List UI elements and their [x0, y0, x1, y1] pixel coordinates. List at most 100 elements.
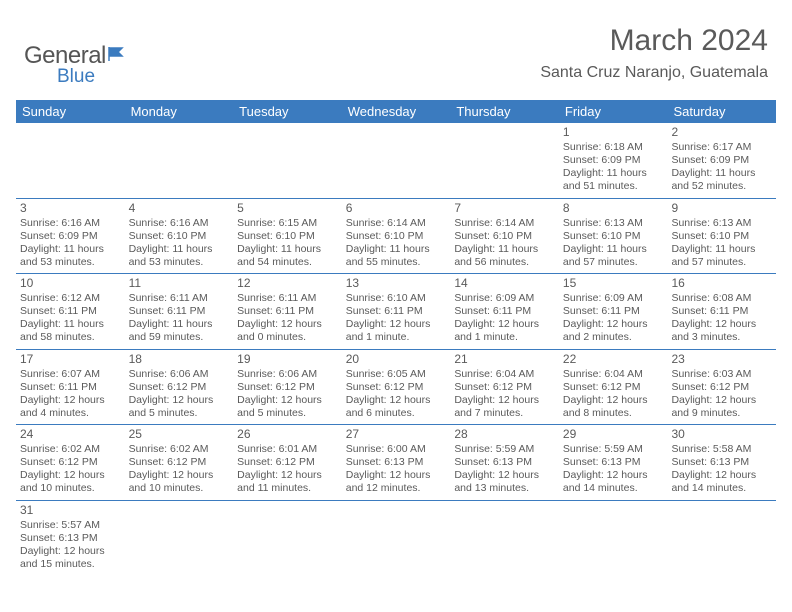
day-number: 2 [671, 125, 772, 140]
sunset-text: Sunset: 6:11 PM [563, 305, 664, 318]
title-block: March 2024 Santa Cruz Naranjo, Guatemala [540, 24, 768, 82]
calendar-cell: 18Sunrise: 6:06 AMSunset: 6:12 PMDayligh… [125, 350, 234, 425]
daylight-text: Daylight: 12 hours and 14 minutes. [563, 469, 664, 495]
sunset-text: Sunset: 6:13 PM [563, 456, 664, 469]
sunset-text: Sunset: 6:12 PM [346, 381, 447, 394]
sunrise-text: Sunrise: 6:08 AM [671, 292, 772, 305]
day-number: 15 [563, 276, 664, 291]
day-header-row: Sunday Monday Tuesday Wednesday Thursday… [16, 100, 776, 123]
flag-icon [108, 45, 130, 68]
calendar-cell: 26Sunrise: 6:01 AMSunset: 6:12 PMDayligh… [233, 425, 342, 500]
daylight-text: Daylight: 11 hours and 53 minutes. [20, 243, 121, 269]
sunset-text: Sunset: 6:10 PM [237, 230, 338, 243]
day-number: 21 [454, 352, 555, 367]
calendar-cell: 31Sunrise: 5:57 AMSunset: 6:13 PMDayligh… [16, 501, 125, 576]
sunset-text: Sunset: 6:12 PM [671, 381, 772, 394]
sunset-text: Sunset: 6:09 PM [20, 230, 121, 243]
daylight-text: Daylight: 11 hours and 59 minutes. [129, 318, 230, 344]
daylight-text: Daylight: 12 hours and 0 minutes. [237, 318, 338, 344]
calendar-cell: 6Sunrise: 6:14 AMSunset: 6:10 PMDaylight… [342, 199, 451, 274]
calendar-cell: 12Sunrise: 6:11 AMSunset: 6:11 PMDayligh… [233, 274, 342, 349]
daylight-text: Daylight: 12 hours and 8 minutes. [563, 394, 664, 420]
calendar-cell [233, 501, 342, 576]
week-row: 17Sunrise: 6:07 AMSunset: 6:11 PMDayligh… [16, 350, 776, 426]
calendar-cell [559, 501, 668, 576]
calendar: Sunday Monday Tuesday Wednesday Thursday… [16, 100, 776, 575]
sunset-text: Sunset: 6:12 PM [237, 381, 338, 394]
day-header: Wednesday [342, 100, 451, 123]
sunrise-text: Sunrise: 6:12 AM [20, 292, 121, 305]
sunset-text: Sunset: 6:12 PM [129, 456, 230, 469]
calendar-cell: 9Sunrise: 6:13 AMSunset: 6:10 PMDaylight… [667, 199, 776, 274]
calendar-cell [16, 123, 125, 198]
sunrise-text: Sunrise: 6:07 AM [20, 368, 121, 381]
day-number: 16 [671, 276, 772, 291]
daylight-text: Daylight: 11 hours and 54 minutes. [237, 243, 338, 269]
sunrise-text: Sunrise: 5:57 AM [20, 519, 121, 532]
sunrise-text: Sunrise: 5:59 AM [454, 443, 555, 456]
sunrise-text: Sunrise: 6:05 AM [346, 368, 447, 381]
daylight-text: Daylight: 12 hours and 12 minutes. [346, 469, 447, 495]
day-number: 30 [671, 427, 772, 442]
day-number: 24 [20, 427, 121, 442]
daylight-text: Daylight: 12 hours and 15 minutes. [20, 545, 121, 571]
sunrise-text: Sunrise: 6:17 AM [671, 141, 772, 154]
sunset-text: Sunset: 6:12 PM [129, 381, 230, 394]
calendar-cell: 13Sunrise: 6:10 AMSunset: 6:11 PMDayligh… [342, 274, 451, 349]
sunset-text: Sunset: 6:11 PM [20, 381, 121, 394]
sunset-text: Sunset: 6:10 PM [671, 230, 772, 243]
calendar-cell: 1Sunrise: 6:18 AMSunset: 6:09 PMDaylight… [559, 123, 668, 198]
calendar-cell [125, 123, 234, 198]
daylight-text: Daylight: 12 hours and 1 minute. [454, 318, 555, 344]
calendar-cell: 24Sunrise: 6:02 AMSunset: 6:12 PMDayligh… [16, 425, 125, 500]
day-number: 31 [20, 503, 121, 518]
daylight-text: Daylight: 12 hours and 3 minutes. [671, 318, 772, 344]
sunrise-text: Sunrise: 6:02 AM [129, 443, 230, 456]
sunrise-text: Sunrise: 6:04 AM [454, 368, 555, 381]
sunset-text: Sunset: 6:10 PM [563, 230, 664, 243]
sunrise-text: Sunrise: 6:03 AM [671, 368, 772, 381]
day-number: 6 [346, 201, 447, 216]
day-number: 14 [454, 276, 555, 291]
day-number: 22 [563, 352, 664, 367]
daylight-text: Daylight: 11 hours and 52 minutes. [671, 167, 772, 193]
day-number: 5 [237, 201, 338, 216]
sunset-text: Sunset: 6:11 PM [346, 305, 447, 318]
day-number: 1 [563, 125, 664, 140]
sunset-text: Sunset: 6:13 PM [346, 456, 447, 469]
calendar-cell: 3Sunrise: 6:16 AMSunset: 6:09 PMDaylight… [16, 199, 125, 274]
sunrise-text: Sunrise: 6:01 AM [237, 443, 338, 456]
sunrise-text: Sunrise: 6:00 AM [346, 443, 447, 456]
day-header: Friday [559, 100, 668, 123]
day-number: 29 [563, 427, 664, 442]
sunset-text: Sunset: 6:13 PM [20, 532, 121, 545]
sunset-text: Sunset: 6:12 PM [454, 381, 555, 394]
sunset-text: Sunset: 6:10 PM [454, 230, 555, 243]
calendar-cell: 16Sunrise: 6:08 AMSunset: 6:11 PMDayligh… [667, 274, 776, 349]
sunrise-text: Sunrise: 6:14 AM [346, 217, 447, 230]
day-header: Thursday [450, 100, 559, 123]
sunrise-text: Sunrise: 6:11 AM [129, 292, 230, 305]
sunrise-text: Sunrise: 6:15 AM [237, 217, 338, 230]
sunset-text: Sunset: 6:12 PM [237, 456, 338, 469]
calendar-cell: 14Sunrise: 6:09 AMSunset: 6:11 PMDayligh… [450, 274, 559, 349]
day-header: Sunday [16, 100, 125, 123]
daylight-text: Daylight: 12 hours and 9 minutes. [671, 394, 772, 420]
sunrise-text: Sunrise: 6:02 AM [20, 443, 121, 456]
calendar-cell [450, 123, 559, 198]
sunset-text: Sunset: 6:11 PM [454, 305, 555, 318]
calendar-cell: 27Sunrise: 6:00 AMSunset: 6:13 PMDayligh… [342, 425, 451, 500]
daylight-text: Daylight: 11 hours and 56 minutes. [454, 243, 555, 269]
week-row: 31Sunrise: 5:57 AMSunset: 6:13 PMDayligh… [16, 501, 776, 576]
calendar-cell [342, 123, 451, 198]
month-title: March 2024 [540, 24, 768, 58]
logo-blue-text: Blue [57, 66, 106, 88]
day-number: 26 [237, 427, 338, 442]
day-number: 20 [346, 352, 447, 367]
sunrise-text: Sunrise: 5:59 AM [563, 443, 664, 456]
calendar-cell: 11Sunrise: 6:11 AMSunset: 6:11 PMDayligh… [125, 274, 234, 349]
daylight-text: Daylight: 12 hours and 5 minutes. [129, 394, 230, 420]
daylight-text: Daylight: 12 hours and 4 minutes. [20, 394, 121, 420]
calendar-cell [450, 501, 559, 576]
daylight-text: Daylight: 11 hours and 51 minutes. [563, 167, 664, 193]
